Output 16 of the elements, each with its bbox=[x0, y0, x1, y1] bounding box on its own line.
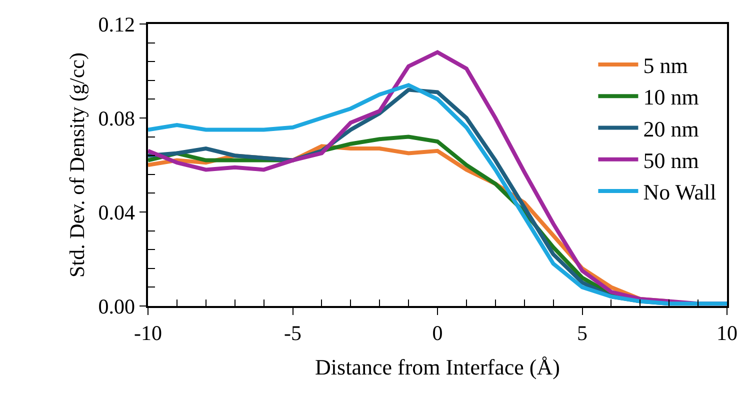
x-tick-label: -10 bbox=[134, 320, 162, 345]
y-tick-label: 0.04 bbox=[98, 200, 136, 224]
legend-label: 10 nm bbox=[643, 84, 699, 110]
x-tick-label: 0 bbox=[432, 320, 443, 345]
y-tick-label: 0.12 bbox=[98, 12, 136, 36]
y-tick-label: 0.00 bbox=[98, 294, 136, 318]
y-tick-label: 0.08 bbox=[98, 106, 136, 130]
y-axis-title: Std. Dev. of Density (g/cc) bbox=[64, 52, 89, 278]
legend-label: 20 nm bbox=[643, 116, 699, 142]
legend-label: No Wall bbox=[643, 180, 716, 205]
legend-label: 50 nm bbox=[643, 148, 699, 173]
x-tick-label: -5 bbox=[284, 320, 302, 345]
x-tick-label: 10 bbox=[716, 320, 738, 345]
x-axis-title: Distance from Interface (Å) bbox=[315, 354, 560, 380]
legend-label: 5 nm bbox=[643, 53, 688, 78]
x-tick-label: 5 bbox=[577, 320, 588, 345]
